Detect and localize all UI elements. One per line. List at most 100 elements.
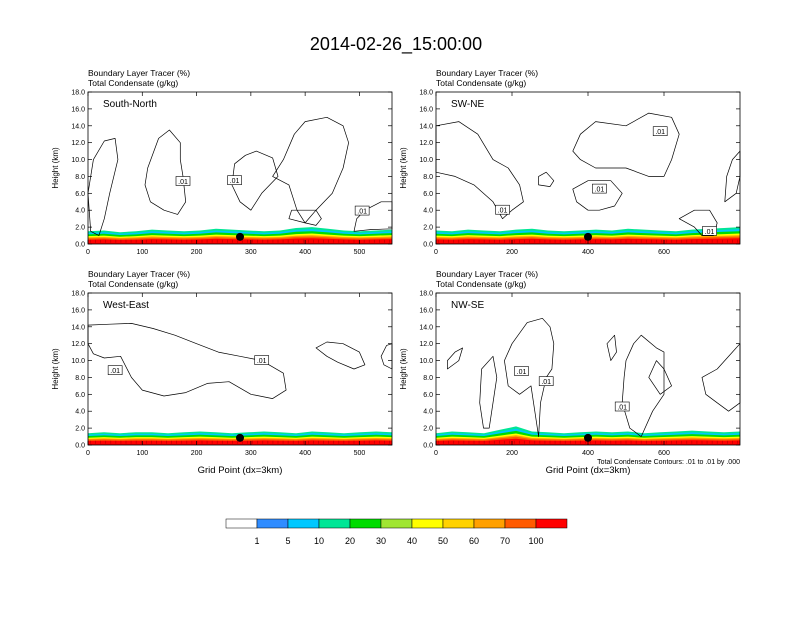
x-tick-label: 0 xyxy=(86,249,90,256)
y-tick-label: 4.0 xyxy=(423,409,433,416)
contour-label-box xyxy=(514,366,529,376)
y-tick-label: 8.0 xyxy=(423,174,433,181)
y-tick-label: 18.0 xyxy=(419,291,433,298)
contour-label: .01 xyxy=(705,229,715,236)
x-tick-label: 600 xyxy=(658,450,670,457)
x-tick-label: 200 xyxy=(506,450,518,457)
tracer-band-100 xyxy=(88,238,392,244)
y-tick-label: 12.0 xyxy=(419,140,433,147)
plot-frame xyxy=(87,292,393,446)
contour-label: .01 xyxy=(517,369,527,376)
y-tick-label: 14.0 xyxy=(71,324,85,331)
plot-frame xyxy=(435,91,741,245)
y-tick-label: 6.0 xyxy=(423,191,433,198)
x-tick-label: 500 xyxy=(354,450,366,457)
x-tick-label: 400 xyxy=(582,249,594,256)
colorbar-label: 100 xyxy=(528,536,543,546)
x-tick-label: 100 xyxy=(136,450,148,457)
condensate-contour xyxy=(288,209,322,226)
y-tick-label: 6.0 xyxy=(423,392,433,399)
contour-label: .01 xyxy=(655,129,665,136)
contour-label: .01 xyxy=(595,187,605,194)
colorbar-swatch xyxy=(287,518,320,529)
panel-sw-ne: Boundary Layer Tracer (%)Total Condensat… xyxy=(399,68,741,256)
panel-west-east: Boundary Layer Tracer (%)Total Condensat… xyxy=(51,269,393,476)
condensate-contour xyxy=(479,355,498,429)
colorbar-label: 40 xyxy=(407,536,417,546)
contour-label-box xyxy=(702,226,717,236)
y-tick-label: 2.0 xyxy=(423,225,433,232)
panel-title-line2: Total Condensate (g/kg) xyxy=(88,279,178,289)
panel-title-line1: Boundary Layer Tracer (%) xyxy=(88,68,190,78)
tracer-band-100 xyxy=(88,440,392,445)
y-tick-label: 0.0 xyxy=(75,242,85,249)
contour-label-box xyxy=(495,204,510,215)
x-tick-label: 400 xyxy=(299,249,311,256)
y-tick-label: 6.0 xyxy=(75,191,85,198)
condensate-contour xyxy=(648,360,672,395)
contour-label-box xyxy=(254,355,270,365)
colorbar-label: 10 xyxy=(314,536,324,546)
x-tick-label: 200 xyxy=(191,450,203,457)
condensate-contour xyxy=(447,347,463,370)
colorbar-swatch xyxy=(535,518,568,529)
contour-label: .01 xyxy=(178,179,188,186)
panel-title-line2: Total Condensate (g/kg) xyxy=(436,78,526,88)
colorbar-swatch xyxy=(473,518,506,529)
colorbar-swatch xyxy=(411,518,444,529)
location-marker xyxy=(584,433,592,442)
panel-title-line2: Total Condensate (g/kg) xyxy=(436,279,526,289)
y-tick-label: 16.0 xyxy=(419,307,433,314)
location-marker xyxy=(236,232,244,241)
page-title: 2014-02-26_15:00:00 xyxy=(310,34,482,55)
contour-label-box xyxy=(592,183,607,194)
x-tick-label: 300 xyxy=(245,450,257,457)
y-tick-label: 10.0 xyxy=(419,157,433,164)
x-tick-label: 200 xyxy=(191,249,203,256)
panel-title-line1: Boundary Layer Tracer (%) xyxy=(88,269,190,279)
x-tick-label: 100 xyxy=(136,249,148,256)
y-tick-label: 4.0 xyxy=(75,409,85,416)
colorbar-label: 1 xyxy=(254,536,259,546)
panel-nw-se: Boundary Layer Tracer (%)Total Condensat… xyxy=(399,269,741,476)
y-tick-label: 14.0 xyxy=(71,123,85,130)
y-tick-label: 0.0 xyxy=(75,443,85,450)
y-tick-label: 14.0 xyxy=(419,123,433,130)
location-marker xyxy=(236,433,244,442)
condensate-contour xyxy=(572,180,623,211)
y-tick-label: 10.0 xyxy=(419,358,433,365)
y-tick-label: 10.0 xyxy=(71,358,85,365)
y-tick-label: 8.0 xyxy=(75,174,85,181)
colorbar-swatch xyxy=(349,518,382,529)
panel-name: NW-SE xyxy=(451,300,484,311)
contour-label: .01 xyxy=(357,209,367,216)
x-tick-label: 0 xyxy=(434,249,438,256)
contour-label: .01 xyxy=(257,358,267,365)
panel-name: SW-NE xyxy=(451,99,484,110)
y-tick-label: 18.0 xyxy=(71,90,85,97)
y-tick-label: 18.0 xyxy=(419,90,433,97)
contour-label-box xyxy=(107,365,123,375)
condensate-contour xyxy=(606,334,617,361)
y-tick-label: 8.0 xyxy=(75,375,85,382)
condensate-contour xyxy=(87,138,119,236)
contour-label: .01 xyxy=(230,178,240,185)
panel-south-north: Boundary Layer Tracer (%)Total Condensat… xyxy=(51,68,393,256)
panel-title-line2: Total Condensate (g/kg) xyxy=(88,78,178,88)
y-tick-label: 0.0 xyxy=(423,242,433,249)
colorbar-label: 5 xyxy=(285,536,290,546)
y-tick-label: 2.0 xyxy=(423,426,433,433)
contour-label-box xyxy=(227,175,242,185)
panel-title-line1: Boundary Layer Tracer (%) xyxy=(436,269,538,279)
panel-title-line1: Boundary Layer Tracer (%) xyxy=(436,68,538,78)
x-tick-label: 400 xyxy=(582,450,594,457)
y-tick-label: 0.0 xyxy=(423,443,433,450)
condensate-contour xyxy=(353,201,393,232)
y-tick-label: 12.0 xyxy=(71,140,85,147)
location-marker xyxy=(584,232,592,241)
condensate-contour xyxy=(538,171,555,187)
colorbar-label: 60 xyxy=(469,536,479,546)
panel-name: South-North xyxy=(103,99,157,110)
